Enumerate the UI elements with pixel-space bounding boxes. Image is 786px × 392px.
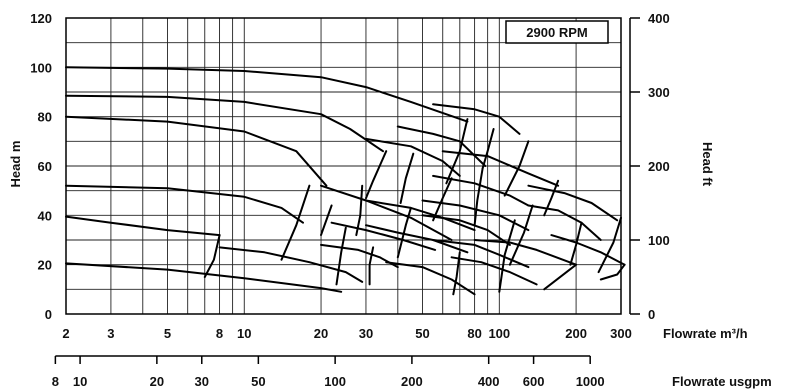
curve-25 (550, 234, 626, 266)
x-usgpm-tick-30: 30 (195, 374, 209, 389)
curve-18 (432, 239, 530, 269)
curve-39 (452, 251, 461, 296)
x-usgpm-tick-400: 400 (478, 374, 500, 389)
y-right-tick-300: 300 (648, 85, 670, 100)
curve-13 (527, 204, 602, 241)
x-usgpm-axis: 8 10 20 30 50 100 200 400 600 1000 (52, 355, 605, 389)
y-left-axis-title: Head m (8, 141, 23, 188)
curve-34 (432, 177, 453, 222)
curve-16 (365, 199, 476, 232)
x-usgpm-tick-1000: 1000 (576, 374, 605, 389)
curve-5 (65, 262, 343, 293)
curve-27 (203, 234, 221, 278)
curve-40 (498, 219, 516, 293)
x-metric-tick-labels: 2 3 5 8 10 20 30 50 80 100 200 300 (62, 326, 631, 341)
curve-9 (441, 150, 560, 187)
y-left-tick-40: 40 (38, 208, 52, 223)
x-metric-tick-30: 30 (359, 326, 373, 341)
y-left-tick-20: 20 (38, 258, 52, 273)
curve-36 (445, 118, 469, 185)
curve-6 (432, 103, 521, 135)
curve-45 (597, 216, 622, 274)
x-usgpm-tick-200: 200 (401, 374, 423, 389)
curve-46 (599, 263, 626, 281)
x-metric-axis-title: Flowrate m³/h (663, 326, 748, 341)
x-usgpm-tick-50: 50 (251, 374, 265, 389)
y-left-tick-120: 120 (30, 11, 52, 26)
curve-41 (503, 140, 530, 197)
curve-20 (320, 243, 399, 269)
x-usgpm-tick-8: 8 (52, 374, 59, 389)
x-metric-tick-100: 100 (488, 326, 510, 341)
rpm-annotation: 2900 RPM (526, 25, 587, 40)
curve-23 (450, 256, 538, 286)
curve-32 (365, 150, 388, 200)
curve-26 (280, 184, 311, 261)
curve-31 (368, 246, 375, 286)
y-left-tick-labels: 0 20 40 60 80 100 120 (30, 11, 52, 322)
x-metric-tick-200: 200 (565, 326, 587, 341)
curve-37 (481, 128, 495, 170)
curve-0 (65, 66, 469, 123)
curve-21 (365, 224, 469, 254)
x-usgpm-tick-600: 600 (523, 374, 545, 389)
curve-15 (330, 221, 437, 251)
x-metric-tick-10: 10 (237, 326, 251, 341)
y-right-tick-200: 200 (648, 159, 670, 174)
curve-1 (65, 94, 384, 153)
y-right-tick-labels: 0 100 200 300 400 (629, 11, 670, 322)
x-usgpm-tick-10: 10 (73, 374, 87, 389)
x-metric-tick-20: 20 (314, 326, 328, 341)
y-right-tick-100: 100 (648, 233, 670, 248)
pump-curves (65, 66, 626, 296)
plot-border (65, 17, 622, 315)
curve-38 (473, 167, 484, 227)
y-right-tick-400: 400 (648, 11, 670, 26)
x-metric-tick-300: 300 (610, 326, 632, 341)
curve-29 (320, 204, 333, 237)
curve-2 (65, 115, 328, 187)
curve-47 (543, 263, 578, 291)
curve-12 (527, 184, 619, 222)
y-right-tick-0: 0 (648, 307, 655, 322)
curve-22 (385, 261, 476, 296)
curve-33 (399, 152, 415, 204)
y-left-tick-80: 80 (38, 110, 52, 125)
x-metric-tick-5: 5 (164, 326, 171, 341)
rpm-box (505, 20, 609, 44)
y-left-tick-100: 100 (30, 60, 52, 75)
x-metric-tick-3: 3 (107, 326, 114, 341)
curve-42 (543, 179, 560, 217)
plot-frame (65, 17, 622, 315)
curve-10 (432, 174, 530, 207)
curve-35 (396, 206, 412, 259)
y-left-tick-0: 0 (45, 307, 52, 322)
curve-14 (320, 184, 453, 241)
curve-44 (569, 221, 583, 266)
curve-43 (508, 204, 534, 266)
x-usgpm-axis-title: Flowrate usgpm (672, 374, 772, 389)
curve-8 (365, 137, 461, 177)
y-right-axis-title: Head ft (700, 142, 715, 187)
y-left-tick-60: 60 (38, 159, 52, 174)
curve-30 (355, 184, 364, 237)
x-metric-tick-80: 80 (467, 326, 481, 341)
curve-3 (65, 184, 304, 224)
curve-19 (218, 246, 364, 283)
curve-24 (473, 239, 578, 266)
grid (65, 17, 622, 315)
curve-4 (65, 215, 221, 237)
x-metric-tick-2: 2 (62, 326, 69, 341)
curve-28 (335, 226, 347, 286)
x-metric-tick-50: 50 (415, 326, 429, 341)
x-usgpm-tick-100: 100 (324, 374, 346, 389)
x-usgpm-tick-20: 20 (150, 374, 164, 389)
x-metric-tick-8: 8 (216, 326, 223, 341)
